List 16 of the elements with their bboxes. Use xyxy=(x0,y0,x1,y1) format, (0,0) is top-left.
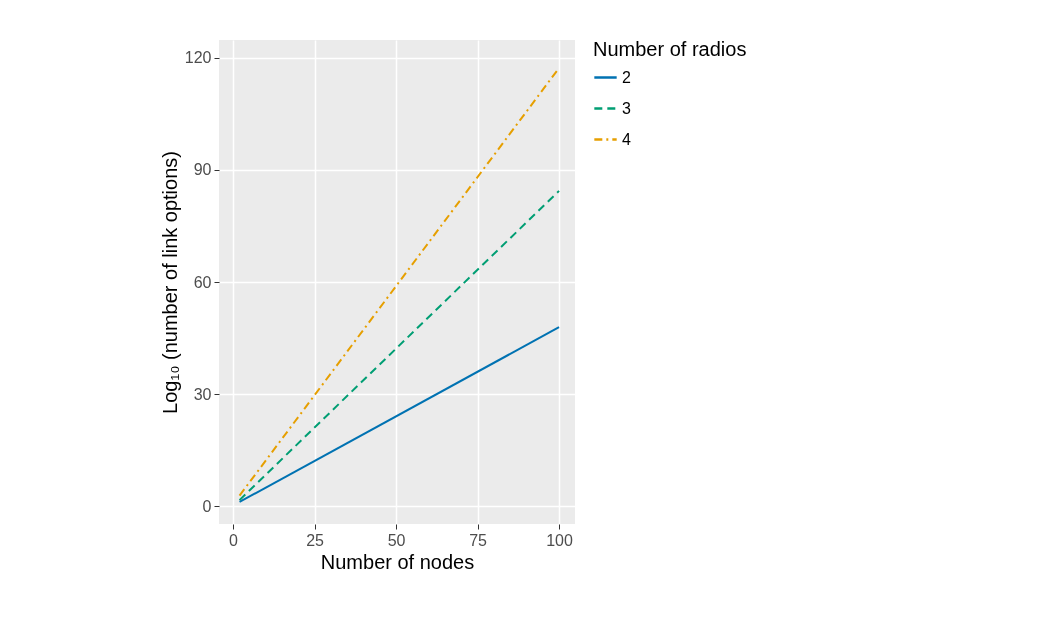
x-tick-label: 100 xyxy=(546,531,573,549)
y-tick-label: 90 xyxy=(193,161,212,179)
x-tick-label: 0 xyxy=(229,531,239,549)
y-tick-label: 120 xyxy=(184,49,212,67)
y-tick-label: 0 xyxy=(202,497,212,515)
y-tick-label: 30 xyxy=(193,385,212,403)
legend-label: 2 xyxy=(622,68,631,86)
x-tick-label: 25 xyxy=(306,531,325,549)
x-tick-label: 75 xyxy=(469,531,488,549)
legend-label: 4 xyxy=(622,130,631,148)
x-axis-title: Number of nodes xyxy=(320,550,475,573)
y-axis-title: Log₁₀ (number of link options) xyxy=(158,151,181,414)
legend-label: 3 xyxy=(622,99,631,117)
x-tick-label: 50 xyxy=(387,531,406,549)
legend-title: Number of radios xyxy=(593,38,747,60)
y-tick-label: 60 xyxy=(193,273,212,291)
